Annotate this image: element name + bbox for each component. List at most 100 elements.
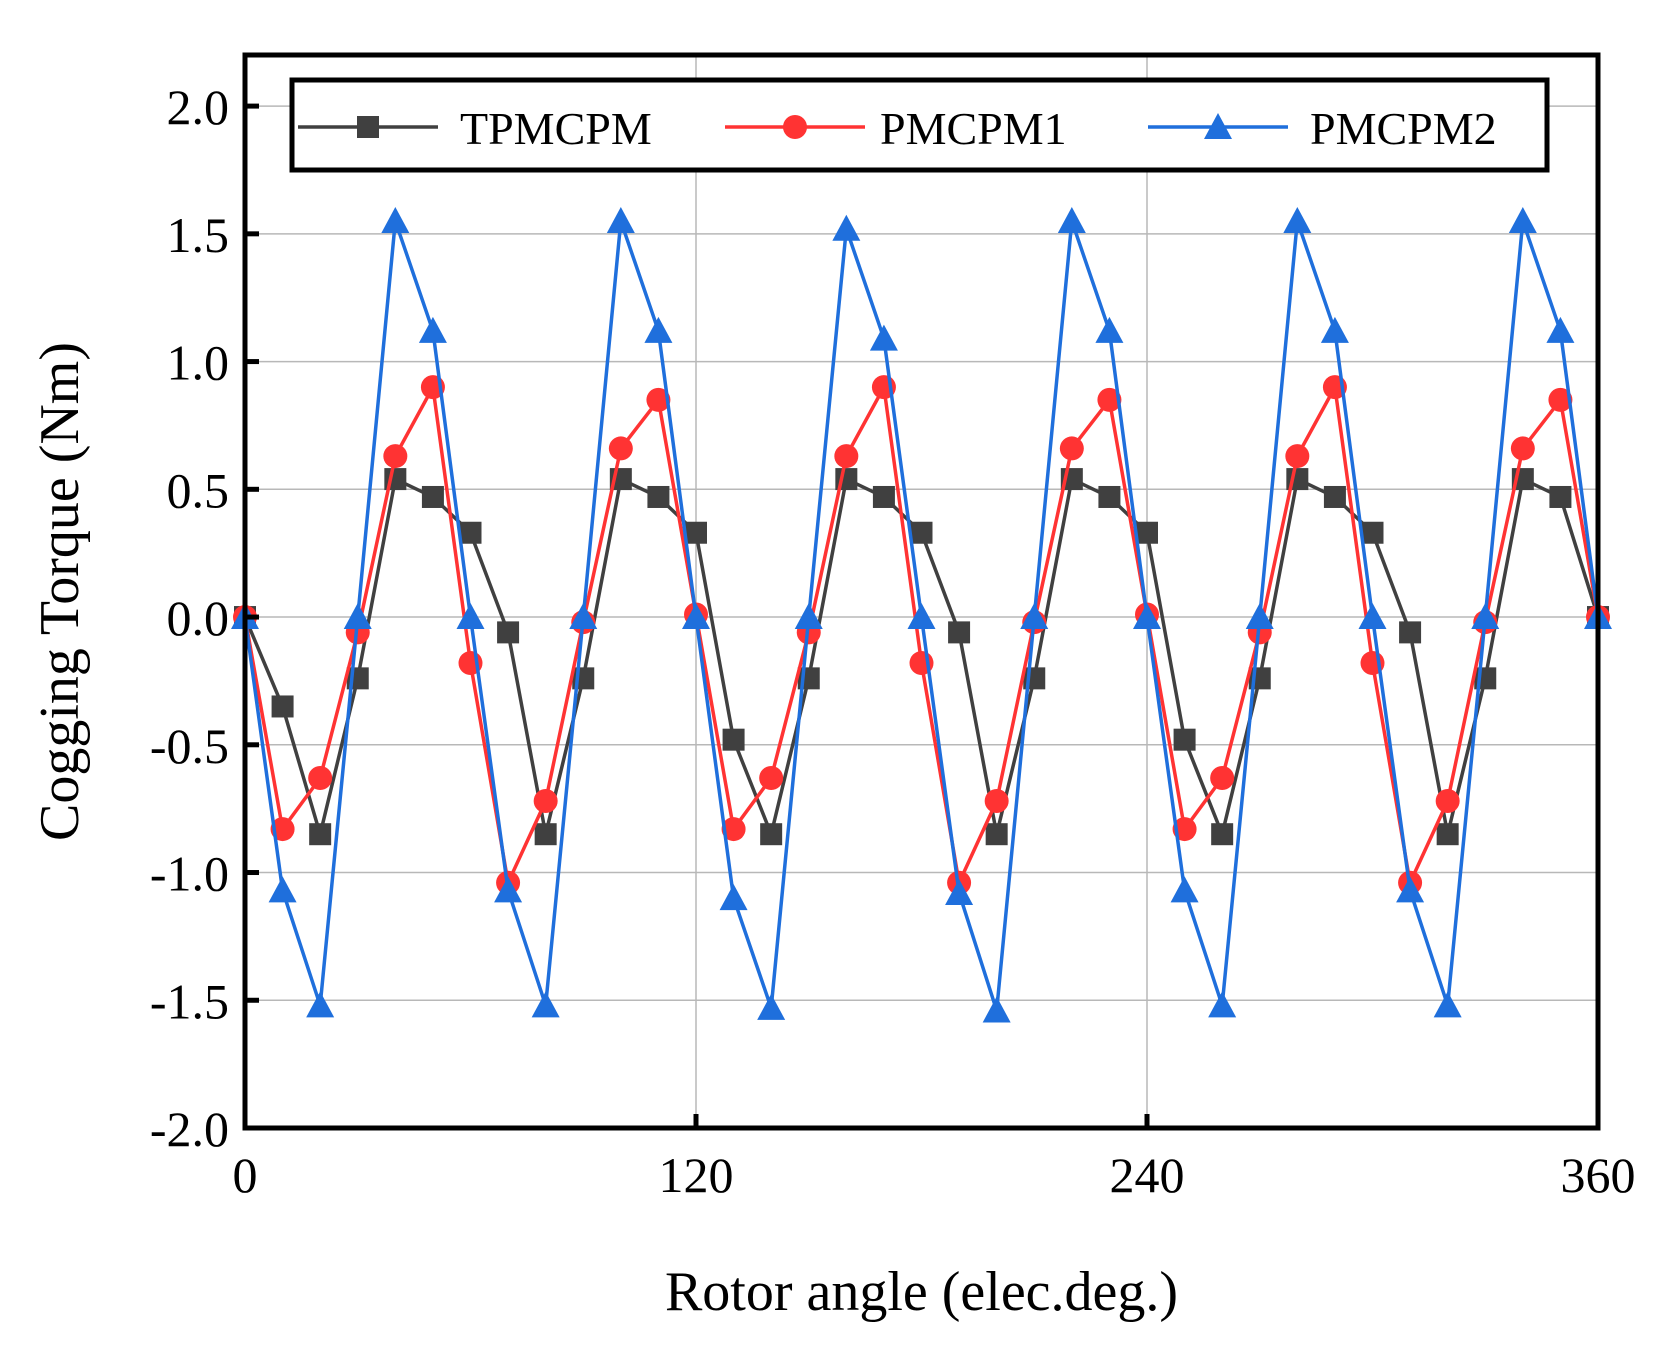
data-point	[1283, 207, 1312, 234]
data-point	[719, 884, 748, 911]
data-point	[760, 823, 783, 846]
legend-entry-PMCPM1: PMCPM1	[725, 103, 1067, 154]
data-point	[608, 436, 633, 461]
data-point	[832, 214, 861, 241]
data-point	[1097, 387, 1122, 412]
data-point	[268, 876, 297, 903]
y-axis-title: Cogging Torque (Nm)	[29, 342, 91, 841]
y-tick-label: 0.0	[167, 590, 230, 646]
y-tick-label: -0.5	[150, 718, 229, 774]
data-point	[644, 316, 673, 343]
legend-label: PMCPM1	[880, 103, 1067, 154]
data-point	[421, 485, 444, 508]
data-point	[1133, 603, 1161, 630]
data-point	[1170, 876, 1199, 903]
data-point	[985, 823, 1008, 846]
data-point	[948, 621, 971, 644]
x-tick-label: 240	[1110, 1147, 1185, 1203]
data-point	[309, 823, 332, 846]
data-point	[646, 387, 671, 412]
legend-marker	[1204, 113, 1232, 139]
data-point	[497, 621, 520, 644]
data-point	[1059, 436, 1084, 461]
data-point	[984, 788, 1009, 813]
data-point	[1546, 316, 1575, 343]
plot-frame	[242, 52, 1601, 1131]
axis-ticks: 0 120 240 360 -2.0 -1.5 -1.0 -0.5 0.0 0.5 1.0 1.5 2.…	[150, 79, 1636, 1203]
legend-entry-PMCPM2: PMCPM2	[1148, 103, 1497, 154]
data-point	[907, 603, 936, 630]
legend-marker	[357, 116, 379, 138]
data-point	[834, 444, 859, 469]
y-tick-label: 1.0	[167, 335, 230, 391]
data-point	[271, 695, 294, 718]
x-tick-label: 120	[659, 1147, 734, 1203]
data-point	[1471, 603, 1500, 630]
data-point	[722, 728, 745, 751]
data-point	[982, 996, 1011, 1023]
data-point	[494, 876, 523, 903]
data-point	[1436, 823, 1459, 846]
data-point	[1435, 788, 1460, 813]
data-point	[945, 878, 974, 905]
data-point	[459, 521, 482, 544]
data-point	[910, 521, 933, 544]
data-point	[308, 765, 333, 790]
data-point	[1361, 521, 1384, 544]
data-point	[531, 991, 560, 1018]
data-point	[1548, 387, 1573, 412]
data-point	[1173, 728, 1196, 751]
data-point	[1095, 316, 1124, 343]
y-tick-label: -2.0	[150, 1101, 229, 1157]
data-point	[569, 603, 598, 630]
legend: TPMCPM PMCPM1 PMCPM2	[289, 77, 1550, 173]
data-point	[872, 485, 895, 508]
legend-entry-TPMCPM: TPMCPM	[298, 103, 652, 154]
data-point	[533, 788, 558, 813]
data-point	[1358, 603, 1387, 630]
y-tick-label: -1.5	[150, 973, 229, 1029]
data-point	[343, 603, 372, 630]
data-point	[759, 765, 784, 790]
data-point	[381, 207, 410, 234]
data-point	[383, 444, 408, 469]
data-point	[647, 485, 670, 508]
y-tick-label: 1.5	[167, 207, 230, 263]
data-point	[1510, 436, 1535, 461]
data-point	[1549, 485, 1572, 508]
x-tick-label: 360	[1561, 1147, 1636, 1203]
data-point	[1210, 765, 1235, 790]
legend-label: TPMCPM	[460, 103, 652, 154]
legend-box	[289, 77, 1550, 173]
data-point	[1208, 991, 1237, 1018]
data-point	[721, 817, 746, 842]
data-point	[869, 324, 898, 351]
data-point	[306, 991, 335, 1018]
data-point	[757, 993, 786, 1020]
x-tick-label: 0	[233, 1147, 258, 1203]
data-point	[1020, 603, 1049, 630]
plot-area	[231, 207, 1612, 1023]
data-point	[418, 316, 447, 343]
data-point	[1320, 316, 1349, 343]
legend-label: PMCPM2	[1310, 103, 1497, 154]
data-point	[685, 521, 707, 544]
data-point	[794, 603, 823, 630]
data-point	[534, 823, 557, 846]
y-tick-label: 2.0	[167, 79, 230, 135]
x-axis-title: Rotor angle (elec.deg.)	[665, 1261, 1178, 1323]
data-point	[1285, 444, 1310, 469]
data-point	[1323, 485, 1346, 508]
data-point	[1508, 207, 1537, 234]
data-point	[1245, 603, 1274, 630]
data-point	[1433, 991, 1462, 1018]
data-point	[606, 207, 635, 234]
data-point	[1396, 876, 1425, 903]
data-point	[1098, 485, 1121, 508]
y-tick-label: -1.0	[150, 846, 229, 902]
y-tick-label: 0.5	[167, 462, 230, 518]
data-point	[682, 603, 710, 630]
data-point	[1136, 521, 1158, 544]
legend-marker	[783, 115, 807, 139]
